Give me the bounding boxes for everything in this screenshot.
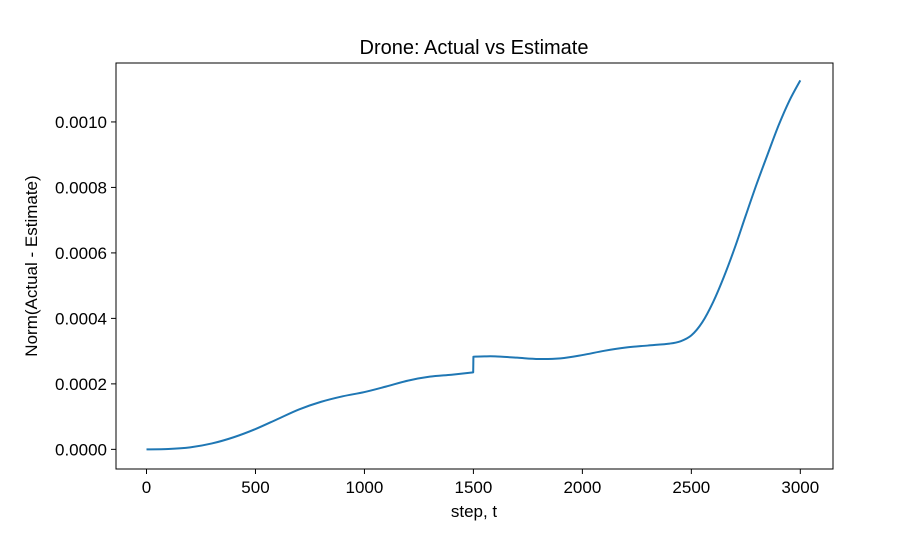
series-line — [146, 79, 802, 451]
chart-title: Drone: Actual vs Estimate — [360, 37, 589, 59]
y-tick-label: 0.0004 — [55, 309, 107, 328]
y-tick-label: 0.0000 — [55, 440, 107, 459]
x-tick-label: 2500 — [672, 478, 710, 497]
x-axis-label: step, t — [451, 502, 498, 521]
plot-frame — [115, 62, 834, 470]
y-axis: 0.0000 0.0002 0.0004 0.0006 0.0008 0.0010 — [55, 113, 116, 459]
x-tick-label: 2000 — [563, 478, 601, 497]
x-tick-label: 3000 — [781, 478, 819, 497]
y-tick-label: 0.0010 — [55, 113, 107, 132]
x-tick-label: 500 — [241, 478, 269, 497]
y-tick-label: 0.0006 — [55, 244, 107, 263]
x-axis: 0 500 1000 1500 2000 2500 3000 — [142, 469, 819, 497]
y-tick-label: 0.0002 — [55, 375, 107, 394]
x-tick-label: 1000 — [346, 478, 384, 497]
x-tick-label: 0 — [142, 478, 151, 497]
y-axis-label: Norm(Actual - Estimate) — [22, 175, 41, 356]
x-tick-label: 1500 — [454, 478, 492, 497]
y-tick-label: 0.0008 — [55, 178, 107, 197]
